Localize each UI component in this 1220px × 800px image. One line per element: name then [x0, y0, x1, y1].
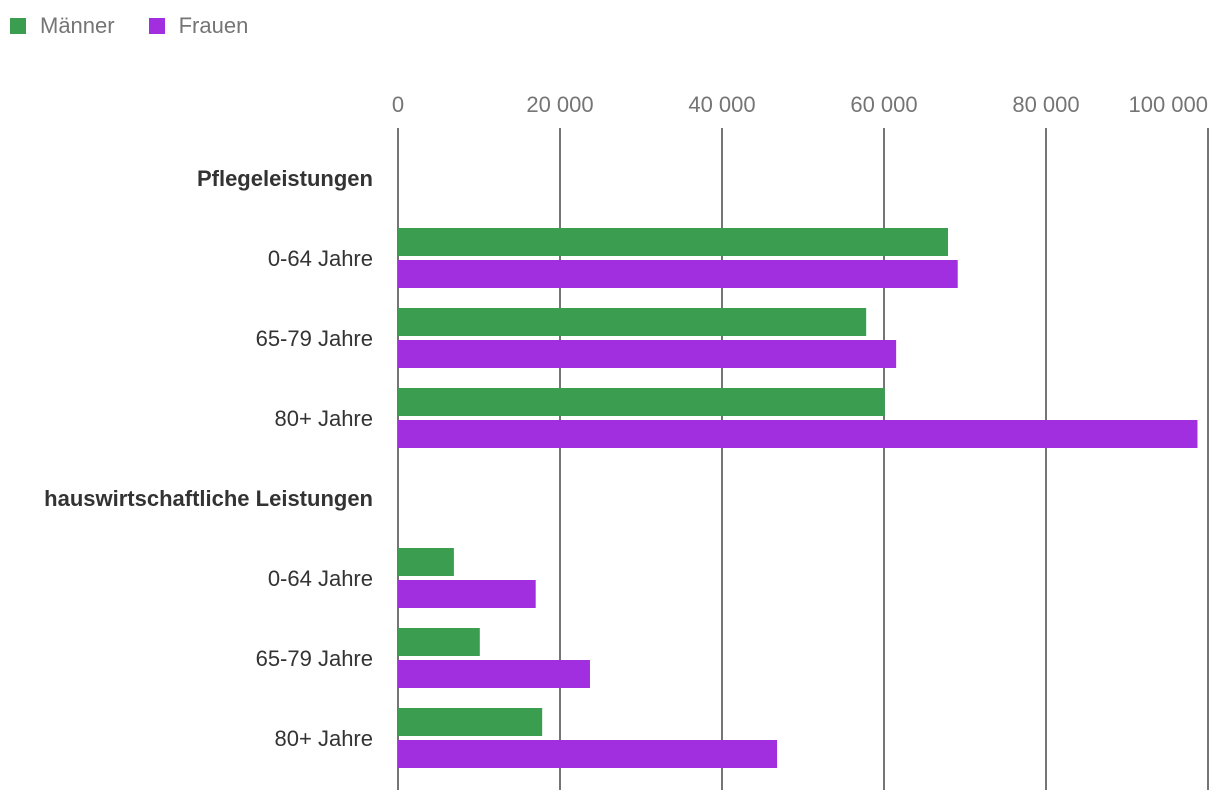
bar-frauen[interactable] — [398, 340, 897, 368]
bar-maenner[interactable] — [398, 628, 480, 656]
x-tick-label: 40 000 — [688, 92, 755, 117]
x-axis-ticks: 0 20 000 40 000 60 000 80 000 100 000 — [392, 92, 1208, 117]
x-tick-label: 0 — [392, 92, 404, 117]
bar-maenner[interactable] — [398, 388, 885, 416]
category-label: 80+ Jahre — [275, 406, 373, 431]
category-label: 65-79 Jahre — [256, 646, 373, 671]
legend-item-maenner[interactable]: Männer — [10, 13, 115, 39]
bar-maenner[interactable] — [398, 308, 867, 336]
group-label: hauswirtschaftliche Leistungen — [44, 486, 373, 511]
category-label: 0-64 Jahre — [268, 566, 373, 591]
category-label: 80+ Jahre — [275, 726, 373, 751]
bar-maenner[interactable] — [398, 548, 454, 576]
bar-frauen[interactable] — [398, 420, 1198, 448]
bar-frauen[interactable] — [398, 580, 536, 608]
bars — [398, 228, 1198, 768]
legend-swatch-maenner — [10, 18, 26, 34]
bar-frauen[interactable] — [398, 740, 778, 768]
category-labels: Pflegeleistungen 0-64 Jahre 65-79 Jahre 80+… — [44, 166, 373, 751]
category-label: 65-79 Jahre — [256, 326, 373, 351]
chart-legend: Männer Frauen — [10, 12, 248, 40]
bar-maenner[interactable] — [398, 708, 543, 736]
legend-item-frauen[interactable]: Frauen — [148, 13, 249, 39]
legend-label-frauen: Frauen — [178, 13, 249, 38]
group-label: Pflegeleistungen — [197, 166, 373, 191]
bar-frauen[interactable] — [398, 260, 958, 288]
x-tick-label: 60 000 — [850, 92, 917, 117]
x-tick-label: 100 000 — [1128, 92, 1208, 117]
bar-maenner[interactable] — [398, 228, 948, 256]
legend-label-maenner: Männer — [40, 13, 115, 38]
category-label: 0-64 Jahre — [268, 246, 373, 271]
x-tick-label: 80 000 — [1012, 92, 1079, 117]
grid-lines — [397, 128, 1209, 790]
bar-frauen[interactable] — [398, 660, 590, 688]
x-tick-label: 20 000 — [526, 92, 593, 117]
legend-swatch-frauen — [148, 18, 165, 34]
